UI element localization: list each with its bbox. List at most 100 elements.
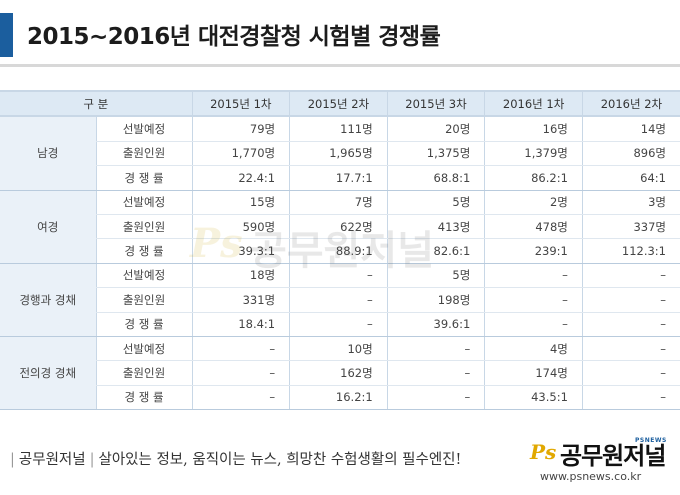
header-2016-2: 2016년 2차 xyxy=(581,89,680,118)
table-cell: 337명 xyxy=(581,214,680,240)
table-cell: – xyxy=(581,287,680,313)
table-cell: – xyxy=(289,287,388,313)
table-row: 출원인원 – 162명 – 174명 – xyxy=(0,360,680,386)
table-cell: 112.3:1 xyxy=(581,238,680,264)
table-header-row: 구 분 2015년 1차 2015년 2차 2015년 3차 2016년 1차 … xyxy=(0,89,680,118)
table-cell: 16명 xyxy=(484,116,583,142)
table-row: 남경 선발예정 79명 111명 20명 16명 14명 xyxy=(0,116,680,191)
title-accent-bar xyxy=(0,13,13,57)
row-label: 출원인원 xyxy=(95,141,193,167)
table-cell: 7명 xyxy=(289,190,388,215)
logo-sub: PSNEWS xyxy=(635,437,667,444)
table-cell: 64:1 xyxy=(581,165,680,191)
table-cell: – xyxy=(386,360,485,386)
table-row: 출원인원 1,770명 1,965명 1,375명 1,379명 896명 xyxy=(0,141,680,167)
group-name: 전의경 경채 xyxy=(0,336,96,411)
table-cell: 20명 xyxy=(386,116,485,142)
table-row: 경 쟁 률 18.4:1 – 39.6:1 – – xyxy=(0,312,680,337)
page-footer: | 공무원저널 | 살아있는 정보, 움직이는 뉴스, 희망찬 수험생활의 필수엔진!… xyxy=(0,430,680,495)
table-cell: 88.9:1 xyxy=(289,238,388,264)
table-cell: 5명 xyxy=(386,263,485,289)
row-label: 경 쟁 률 xyxy=(95,312,193,337)
header-2015-3: 2015년 3차 xyxy=(386,89,485,118)
table-row: 출원인원 331명 – 198명 – – xyxy=(0,287,680,313)
table-cell: – xyxy=(581,263,680,289)
table-cell: 39.3:1 xyxy=(191,238,290,264)
table-cell: 1,379명 xyxy=(484,141,583,167)
table-cell: 18.4:1 xyxy=(191,312,290,337)
table-row: 출원인원 590명 622명 413명 478명 337명 xyxy=(0,214,680,240)
table-cell: 2명 xyxy=(484,190,583,215)
table-cell: 82.6:1 xyxy=(386,238,485,264)
competition-table-container: 구 분 2015년 1차 2015년 2차 2015년 3차 2016년 1차 … xyxy=(0,89,680,411)
table-cell: 14명 xyxy=(581,116,680,142)
header-2016-1: 2016년 1차 xyxy=(484,89,583,118)
table-row: 경행과 경채 선발예정 18명 – 5명 – – xyxy=(0,263,680,337)
table-cell: 86.2:1 xyxy=(484,165,583,191)
table-cell: 18명 xyxy=(191,263,290,289)
logo-ps-mark: Ps xyxy=(530,440,557,464)
table-cell: – xyxy=(191,360,290,386)
row-label: 선발예정 xyxy=(95,190,193,215)
divider-bar: | xyxy=(89,452,95,468)
table-cell: 1,965명 xyxy=(289,141,388,167)
divider-bar: | xyxy=(10,452,15,468)
table-cell: – xyxy=(581,360,680,386)
table-cell: 413명 xyxy=(386,214,485,240)
row-label: 선발예정 xyxy=(95,336,193,362)
table-cell: 15명 xyxy=(191,190,290,215)
table-cell: 162명 xyxy=(289,360,388,386)
row-label: 경 쟁 률 xyxy=(95,238,193,264)
table-cell: – xyxy=(484,312,583,337)
table-cell: 4명 xyxy=(484,336,583,362)
table-cell: 174명 xyxy=(484,360,583,386)
table-cell: 590명 xyxy=(191,214,290,240)
table-row: 경 쟁 률 39.3:1 88.9:1 82.6:1 239:1 112.3:1 xyxy=(0,238,680,264)
table-cell: – xyxy=(581,312,680,337)
table-cell: – xyxy=(484,263,583,289)
table-cell: 111명 xyxy=(289,116,388,142)
row-label: 선발예정 xyxy=(95,263,193,289)
row-label: 출원인원 xyxy=(95,287,193,313)
group-name: 경행과 경채 xyxy=(0,263,96,337)
table-row: 경 쟁 률 – 16.2:1 – 43.5:1 – xyxy=(0,385,680,411)
site-url: www.psnews.co.kr xyxy=(540,470,642,483)
table-cell: 478명 xyxy=(484,214,583,240)
table-row: 여경 선발예정 15명 7명 5명 2명 3명 xyxy=(0,190,680,264)
header-2015-1: 2015년 1차 xyxy=(191,89,290,118)
table-cell: 239:1 xyxy=(484,238,583,264)
page-title: 2015~2016년 대전경찰청 시험별 경쟁률 xyxy=(27,24,441,50)
table-cell: 198명 xyxy=(386,287,485,313)
logo-name: 공무원저널 xyxy=(560,442,666,470)
table-cell: 5명 xyxy=(386,190,485,215)
table-cell: – xyxy=(289,263,388,289)
table-cell: 622명 xyxy=(289,214,388,240)
table-cell: – xyxy=(289,312,388,337)
table-cell: – xyxy=(484,287,583,313)
row-label: 경 쟁 률 xyxy=(95,165,193,191)
footer-tagline: | 공무원저널 | 살아있는 정보, 움직이는 뉴스, 희망찬 수험생활의 필수엔진! xyxy=(6,448,461,469)
group-name: 여경 xyxy=(0,190,96,264)
table-cell: 17.7:1 xyxy=(289,165,388,191)
table-cell: – xyxy=(581,385,680,411)
header-category: 구 분 xyxy=(0,89,193,118)
footer-brand: 공무원저널 xyxy=(18,452,86,468)
table-cell: 3명 xyxy=(581,190,680,215)
table-cell: 896명 xyxy=(581,141,680,167)
table-cell: 79명 xyxy=(191,116,290,142)
table-cell: – xyxy=(191,336,290,362)
table-cell: 68.8:1 xyxy=(386,165,485,191)
page-header: 2015~2016년 대전경찰청 시험별 경쟁률 xyxy=(0,0,680,68)
table-cell: 39.6:1 xyxy=(386,312,485,337)
table-cell: 331명 xyxy=(191,287,290,313)
table-cell: – xyxy=(191,385,290,411)
table-cell: – xyxy=(386,336,485,362)
table-cell: – xyxy=(386,385,485,411)
row-label: 출원인원 xyxy=(95,360,193,386)
table-cell: 43.5:1 xyxy=(484,385,583,411)
table-cell: 10명 xyxy=(289,336,388,362)
header-divider xyxy=(0,64,680,67)
row-label: 출원인원 xyxy=(95,214,193,240)
table-cell: 1,375명 xyxy=(386,141,485,167)
competition-table: 구 분 2015년 1차 2015년 2차 2015년 3차 2016년 1차 … xyxy=(0,89,680,411)
